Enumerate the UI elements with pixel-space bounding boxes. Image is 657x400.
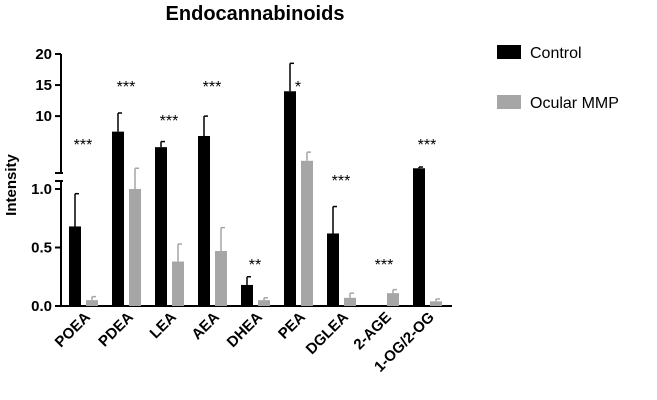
y-tick-label: 20 — [35, 46, 52, 63]
bar-ocular-mmp — [172, 261, 184, 306]
y-tick-label: 0.5 — [31, 240, 52, 257]
significance-marker: *** — [332, 173, 351, 190]
bar-ocular-mmp — [430, 301, 442, 306]
legend: Control Ocular MMP — [497, 45, 619, 112]
significance-marker: *** — [418, 137, 437, 154]
significance-marker: ** — [249, 257, 261, 274]
x-tick-label: POEA — [52, 309, 94, 351]
bar-ocular-mmp — [301, 160, 313, 306]
significance-marker: *** — [375, 257, 394, 274]
x-tick-label: DHEA — [224, 309, 266, 351]
legend-swatch — [497, 95, 521, 109]
legend-swatch — [497, 45, 521, 59]
bar-control — [413, 168, 425, 306]
y-tick-label: 10 — [35, 108, 52, 125]
significance-marker: *** — [74, 137, 93, 154]
bar-control — [284, 91, 296, 307]
x-tick-label: AEA — [188, 309, 223, 344]
bar-control — [155, 147, 167, 306]
bar-control — [112, 131, 124, 306]
bar-control — [241, 284, 253, 306]
y-tick-label: 0.0 — [31, 298, 52, 315]
legend-label: Control — [530, 45, 582, 62]
y-axis-label: Intensity — [3, 154, 20, 216]
chart-title: Endocannabinoids — [166, 3, 345, 25]
significance-marker: *** — [117, 79, 136, 96]
significance-marker: *** — [160, 113, 179, 130]
bar-ocular-mmp — [344, 297, 356, 306]
x-tick-label: PEA — [275, 309, 309, 343]
bar-control — [198, 135, 210, 306]
plot-area: 0.00.51.0101520POEA***PDEA***LEA***AEA**… — [31, 46, 452, 376]
bar-ocular-mmp — [129, 189, 141, 306]
bar-ocular-mmp — [387, 293, 399, 306]
significance-marker: * — [295, 79, 301, 96]
x-tick-label: DGLEA — [303, 309, 352, 358]
x-tick-label: LEA — [147, 309, 180, 342]
x-tick-label: PDEA — [95, 309, 137, 351]
bar-ocular-mmp — [86, 300, 98, 306]
y-tick-label: 1.0 — [31, 181, 52, 198]
legend-label: Ocular MMP — [530, 95, 619, 112]
significance-marker: *** — [203, 79, 222, 96]
bar-ocular-mmp — [258, 300, 270, 306]
bar-ocular-mmp — [215, 251, 227, 306]
y-tick-label: 15 — [35, 77, 52, 94]
bar-control — [327, 233, 339, 306]
bar-control — [69, 226, 81, 306]
